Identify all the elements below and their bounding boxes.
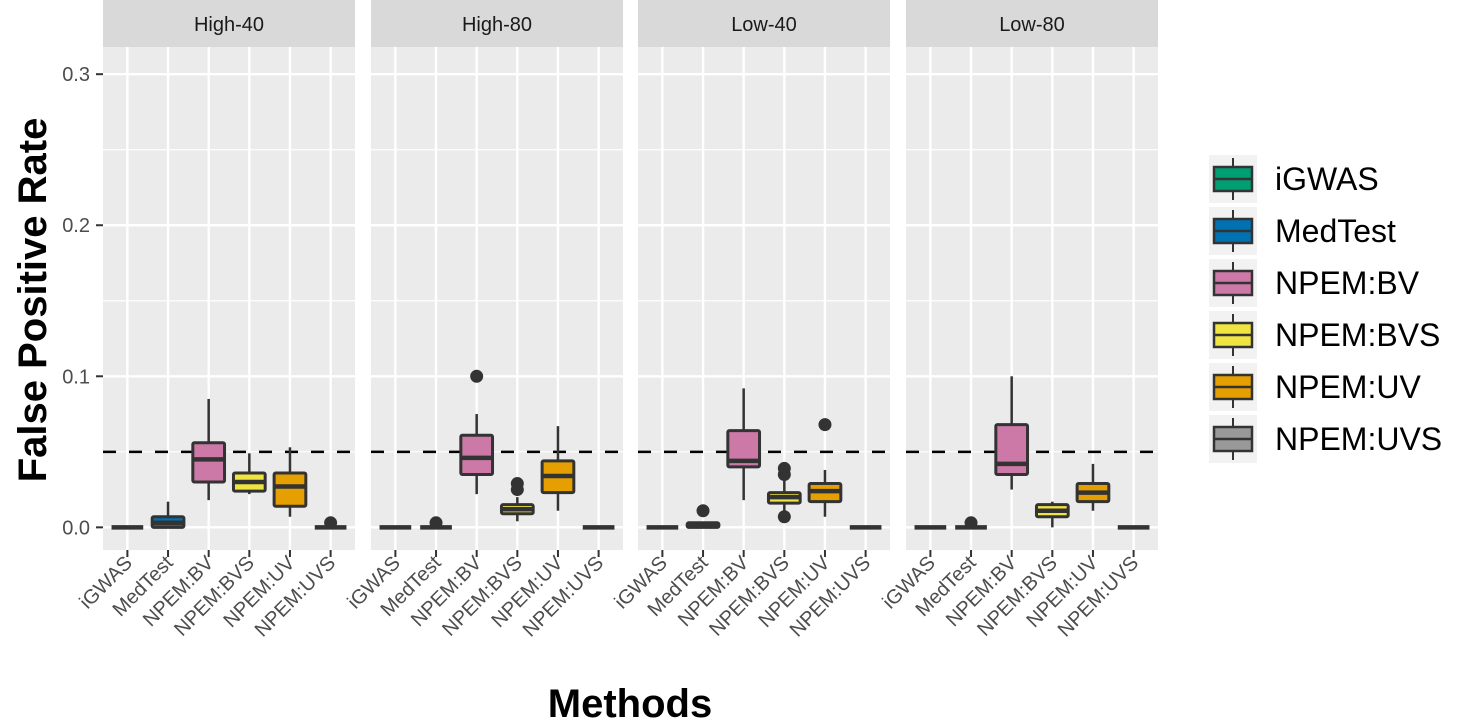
y-tick-label: 0.0: [62, 517, 90, 539]
legend-label: NPEM:UV: [1275, 369, 1421, 405]
legend-label: MedTest: [1275, 213, 1396, 249]
outlier-point: [777, 510, 791, 524]
box-body: [272, 471, 308, 508]
outlier-point: [429, 516, 443, 530]
box-npem-bvs: [499, 477, 535, 522]
strip-label: Low-80: [999, 14, 1065, 36]
box-npem-bvs: [766, 461, 802, 524]
legend: iGWAS MedTest NPEM:BV NPEM:BVS NPEM:UV NPEM:U…: [1209, 155, 1442, 463]
strip: [371, 0, 623, 47]
strip-label: Low-40: [731, 14, 797, 36]
box-medtest: [420, 516, 452, 530]
box-npem-bvs: [231, 453, 267, 495]
box-medtest: [685, 504, 721, 529]
box-body: [459, 433, 495, 476]
outlier-point: [777, 461, 791, 475]
box-npem-uv: [540, 426, 576, 511]
panel-low-80: Low-80iGWASMedTestNPEM:BVNPEM:BVSNPEM:UV…: [879, 0, 1158, 641]
panel-low-40: Low-40iGWASMedTestNPEM:BVNPEM:BVSNPEM:UV…: [611, 0, 890, 641]
strip: [638, 0, 890, 47]
box-npem-uv: [272, 447, 308, 517]
plot-background: [371, 47, 623, 550]
y-axis-title: False Positive Rate: [11, 118, 55, 483]
box-npem-bv: [191, 398, 227, 501]
plot-background: [906, 47, 1158, 550]
box-body: [726, 429, 762, 469]
outlier-point: [470, 369, 484, 383]
legend-item-npem-uv: NPEM:UV: [1209, 363, 1421, 411]
box-npem-bv: [726, 388, 762, 501]
legend-item-npem-bv: NPEM:BV: [1209, 259, 1420, 307]
box-npem-bvs: [1034, 501, 1070, 528]
plot-background: [638, 47, 890, 550]
legend-item-npem-uvs: NPEM:UVS: [1209, 415, 1442, 463]
strip-label: High-80: [462, 14, 532, 36]
outlier-point: [696, 504, 710, 518]
legend-item-npem-bvs: NPEM:BVS: [1209, 311, 1440, 359]
box-npem-bv: [994, 376, 1030, 490]
y-tick-label: 0.2: [62, 215, 90, 237]
box-medtest: [150, 501, 186, 529]
strip: [906, 0, 1158, 47]
strip-label: High-40: [194, 14, 264, 36]
panel-high-80: High-80iGWASMedTestNPEM:BVNPEM:BVSNPEM:U…: [344, 0, 623, 641]
legend-item-medtest: MedTest: [1209, 207, 1396, 255]
box-body: [191, 441, 227, 484]
legend-label: NPEM:BV: [1275, 265, 1420, 301]
strip: [103, 0, 355, 47]
outlier-point: [324, 516, 338, 530]
box-body: [994, 423, 1030, 476]
box-npem-uvs: [314, 516, 347, 530]
outlier-point: [818, 418, 832, 432]
legend-label: NPEM:BVS: [1275, 317, 1440, 353]
box-npem-uv: [1075, 463, 1111, 511]
box-npem-bv: [459, 369, 495, 495]
plot-background: [103, 47, 355, 550]
outlier-point: [964, 516, 978, 530]
box-medtest: [955, 516, 987, 530]
legend-label: iGWAS: [1275, 161, 1379, 197]
x-axis-title: Methods: [548, 682, 712, 721]
outlier-point: [510, 477, 524, 491]
y-tick-label: 0.1: [62, 366, 90, 388]
legend-label: NPEM:UVS: [1275, 421, 1442, 457]
panel-high-40: High-40iGWASMedTestNPEM:BVNPEM:BVSNPEM:U…: [76, 0, 355, 641]
y-tick-label: 0.3: [62, 64, 90, 86]
box-npem-uv: [807, 418, 843, 517]
legend-item-igwas: iGWAS: [1209, 155, 1379, 203]
